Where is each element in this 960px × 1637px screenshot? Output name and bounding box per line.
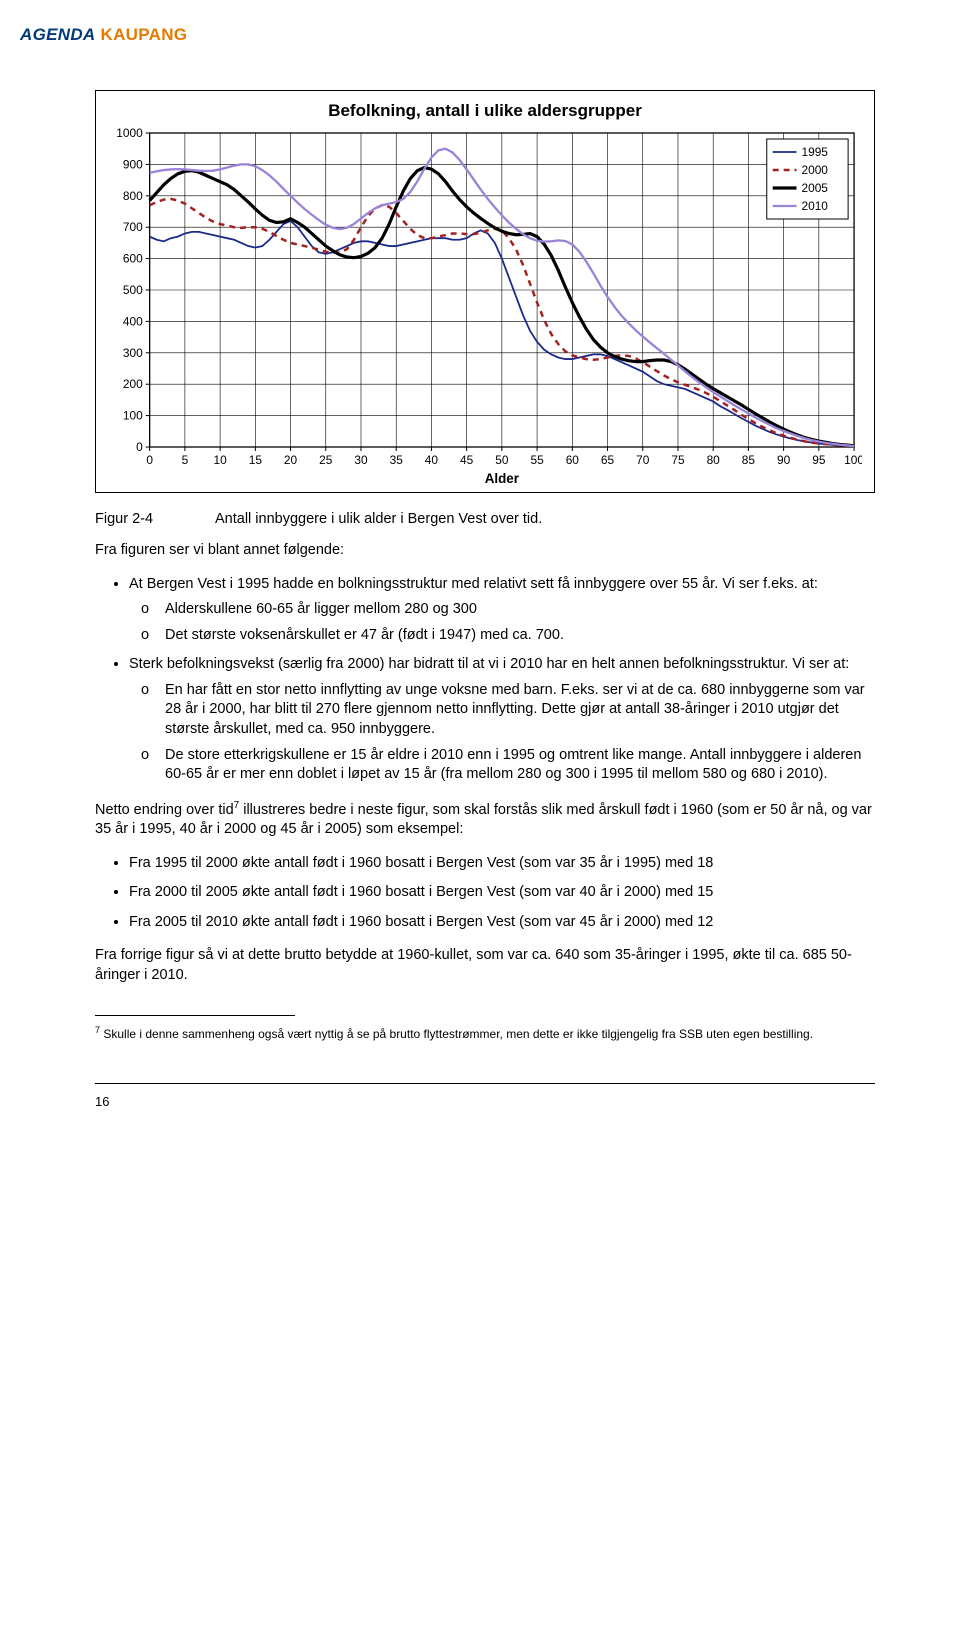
brand-logo: AGENDA KAUPANG: [20, 25, 187, 45]
sub-list-item: Alderskullene 60-65 år ligger mellom 280…: [165, 600, 875, 620]
svg-text:800: 800: [123, 189, 143, 203]
svg-text:5: 5: [182, 453, 189, 467]
svg-text:0: 0: [136, 440, 143, 454]
svg-text:900: 900: [123, 157, 143, 171]
svg-text:50: 50: [495, 453, 509, 467]
svg-text:45: 45: [460, 453, 474, 467]
footnote-separator: [95, 1015, 295, 1016]
svg-text:75: 75: [671, 453, 685, 467]
footnote-text: 7 Skulle i denne sammenheng også vært ny…: [95, 1024, 875, 1042]
sub-list-item: Det største voksenårskullet er 47 år (fø…: [165, 626, 875, 646]
chart-plot-area: 0 100 200 300 400 500 600 700 800 900 1000 0 5 10 15 20…: [108, 127, 862, 487]
figure-caption: Figur 2-4 Antall innbyggere i ulik alder…: [95, 511, 875, 527]
svg-text:2000: 2000: [801, 163, 828, 177]
svg-text:700: 700: [123, 220, 143, 234]
svg-text:20: 20: [284, 453, 298, 467]
svg-text:65: 65: [601, 453, 615, 467]
svg-text:90: 90: [777, 453, 791, 467]
list-item: Fra 2005 til 2010 økte antall født i 196…: [129, 913, 875, 933]
svg-text:80: 80: [707, 453, 721, 467]
list-item: Fra 2000 til 2005 økte antall født i 196…: [129, 883, 875, 903]
svg-text:200: 200: [123, 377, 143, 391]
page-content: Befolkning, antall i ulike aldersgrupper…: [0, 0, 960, 1149]
svg-text:25: 25: [319, 453, 333, 467]
chart-title: Befolkning, antall i ulike aldersgrupper: [108, 101, 862, 121]
sub-list: En har fått en stor netto innflytting av…: [129, 681, 875, 785]
list-item: Sterk befolkningsvekst (særlig fra 2000)…: [129, 655, 875, 784]
svg-text:30: 30: [354, 453, 368, 467]
svg-text:500: 500: [123, 283, 143, 297]
svg-text:600: 600: [123, 252, 143, 266]
sub-list-item: De store etterkrigskullene er 15 år eldr…: [165, 746, 875, 785]
logo-part1: AGENDA: [20, 25, 95, 44]
observations-list: At Bergen Vest i 1995 hadde en bolknings…: [95, 575, 875, 785]
svg-text:2005: 2005: [801, 181, 828, 195]
svg-text:Alder: Alder: [485, 471, 520, 486]
svg-text:100: 100: [123, 409, 143, 423]
svg-text:15: 15: [249, 453, 263, 467]
svg-text:35: 35: [390, 453, 404, 467]
netto-paragraph: Netto endring over tid7 illustreres bedr…: [95, 799, 875, 840]
page-number: 16: [95, 1094, 875, 1109]
sub-list-item: En har fått en stor netto innflytting av…: [165, 681, 875, 740]
closing-paragraph: Fra forrige figur så vi at dette brutto …: [95, 946, 875, 985]
svg-text:10: 10: [213, 453, 227, 467]
caption-text: Antall innbyggere i ulik alder i Bergen …: [215, 511, 875, 527]
page-footer-separator: [95, 1083, 875, 1084]
svg-text:70: 70: [636, 453, 650, 467]
svg-text:300: 300: [123, 346, 143, 360]
changes-list: Fra 1995 til 2000 økte antall født i 196…: [95, 854, 875, 933]
intro-paragraph: Fra figuren ser vi blant annet følgende:: [95, 541, 875, 561]
svg-text:85: 85: [742, 453, 756, 467]
svg-text:1995: 1995: [801, 145, 828, 159]
svg-text:55: 55: [530, 453, 544, 467]
svg-text:100: 100: [844, 453, 862, 467]
svg-text:40: 40: [425, 453, 439, 467]
chart-container: Befolkning, antall i ulike aldersgrupper…: [95, 90, 875, 493]
logo-part2: KAUPANG: [95, 25, 187, 44]
list-item: Fra 1995 til 2000 økte antall født i 196…: [129, 854, 875, 874]
svg-text:1000: 1000: [116, 127, 143, 140]
sub-list: Alderskullene 60-65 år ligger mellom 280…: [129, 600, 875, 645]
svg-text:60: 60: [566, 453, 580, 467]
svg-text:400: 400: [123, 314, 143, 328]
list-item: At Bergen Vest i 1995 hadde en bolknings…: [129, 575, 875, 646]
svg-text:95: 95: [812, 453, 826, 467]
svg-text:0: 0: [146, 453, 153, 467]
caption-label: Figur 2-4: [95, 511, 215, 527]
svg-text:2010: 2010: [801, 199, 828, 213]
